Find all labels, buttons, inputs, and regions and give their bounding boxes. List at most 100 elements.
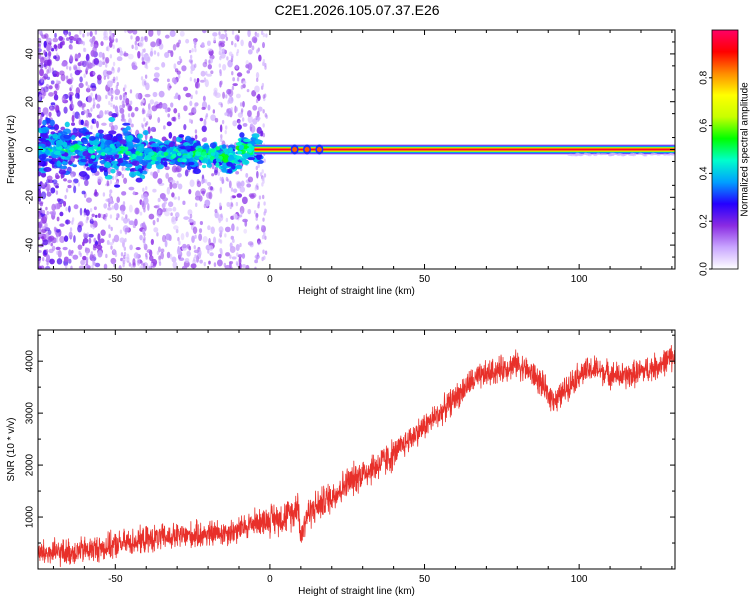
- noise-streak: [218, 34, 222, 40]
- noise-blob: [210, 226, 215, 235]
- noise-blob: [207, 225, 211, 231]
- noise-streak: [111, 89, 115, 95]
- main-signal-band: [254, 148, 675, 151]
- noise-streak: [131, 44, 134, 50]
- noise-blob: [164, 52, 170, 59]
- noise-streak: [68, 66, 72, 71]
- noise-blob: [68, 91, 74, 97]
- noise-blob: [118, 265, 122, 269]
- noise-blob: [228, 180, 232, 189]
- hot-spot: [150, 160, 156, 165]
- noise-streak: [256, 32, 260, 38]
- noise-blob: [173, 225, 179, 230]
- noise-streak: [122, 92, 126, 98]
- noise-streak: [120, 252, 124, 257]
- noise-blob: [202, 61, 208, 68]
- noise-streak: [224, 129, 227, 135]
- noise-blob: [195, 190, 201, 198]
- noise-blob: [59, 211, 64, 217]
- noise-blob: [185, 231, 189, 238]
- noise-blob: [119, 204, 126, 212]
- noise-blob: [236, 193, 243, 198]
- colorbar-tick-label: 0.6: [699, 118, 710, 132]
- noise-blob: [207, 104, 211, 111]
- noise-blob: [77, 244, 83, 250]
- y-tick-label: 1000: [25, 505, 36, 528]
- noise-blob: [79, 220, 83, 225]
- noise-blob: [53, 226, 57, 232]
- hot-spot: [182, 154, 188, 159]
- noise-blob: [75, 87, 81, 95]
- hot-spot: [92, 145, 98, 150]
- noise-streak: [86, 251, 89, 256]
- noise-streak: [38, 30, 41, 35]
- noise-streak: [265, 33, 268, 38]
- noise-blob: [128, 117, 132, 125]
- noise-streak: [140, 101, 143, 106]
- noise-streak: [224, 32, 228, 38]
- noise-streak: [141, 52, 144, 57]
- band-blob: [137, 133, 143, 139]
- noise-blob: [212, 109, 216, 114]
- noise-streak: [124, 84, 127, 89]
- noise-blob: [91, 87, 97, 92]
- noise-streak: [223, 262, 227, 268]
- noise-streak: [193, 220, 196, 226]
- noise-blob: [153, 50, 157, 55]
- noise-streak: [116, 81, 119, 87]
- band-blob: [221, 162, 227, 166]
- noise-streak: [64, 264, 68, 269]
- noise-streak: [220, 103, 223, 108]
- band-blob: [88, 135, 96, 141]
- noise-streak: [234, 43, 237, 48]
- noise-blob: [152, 219, 156, 226]
- noise-blob: [186, 244, 191, 249]
- noise-blob: [113, 234, 120, 243]
- noise-blob: [224, 112, 228, 116]
- noise-blob: [68, 258, 72, 264]
- hot-spot: [176, 152, 182, 157]
- noise-blob: [176, 165, 182, 173]
- noise-blob: [232, 120, 238, 127]
- hot-spot: [171, 153, 177, 158]
- noise-streak: [195, 90, 198, 95]
- noise-blob: [97, 213, 101, 219]
- noise-blob: [86, 174, 90, 180]
- noise-streak: [263, 201, 266, 206]
- noise-streak: [176, 180, 179, 186]
- noise-streak: [262, 42, 265, 47]
- x-tick-label: 50: [419, 574, 431, 585]
- noise-streak: [65, 188, 69, 193]
- noise-blob: [168, 201, 174, 208]
- noise-blob: [218, 253, 222, 259]
- noise-blob: [210, 114, 216, 122]
- noise-blob: [48, 235, 55, 241]
- band-blob: [56, 160, 61, 167]
- noise-blob: [199, 117, 204, 122]
- noise-blob: [188, 189, 192, 195]
- noise-streak: [194, 103, 197, 109]
- noise-streak: [219, 55, 222, 61]
- noise-streak: [72, 181, 75, 186]
- noise-streak: [69, 54, 73, 59]
- band-blob: [49, 119, 55, 127]
- noise-blob: [214, 92, 221, 99]
- noise-blob: [247, 110, 252, 117]
- noise-streak: [91, 63, 94, 68]
- noise-streak: [225, 36, 229, 42]
- noise-streak: [219, 187, 223, 192]
- noise-blob: [176, 70, 181, 75]
- noise-streak: [111, 205, 115, 210]
- noise-streak: [105, 63, 108, 68]
- noise-streak: [220, 137, 223, 143]
- noise-blob: [106, 80, 113, 88]
- noise-blob: [101, 122, 107, 126]
- noise-streak: [105, 46, 109, 52]
- colorbar-tick-label: 0.2: [699, 214, 710, 228]
- x-tick-label: 0: [267, 574, 273, 585]
- noise-blob: [43, 49, 46, 56]
- hot-spot: [171, 150, 177, 155]
- noise-streak: [109, 122, 112, 128]
- band-blob: [134, 171, 141, 176]
- noise-streak: [254, 186, 258, 191]
